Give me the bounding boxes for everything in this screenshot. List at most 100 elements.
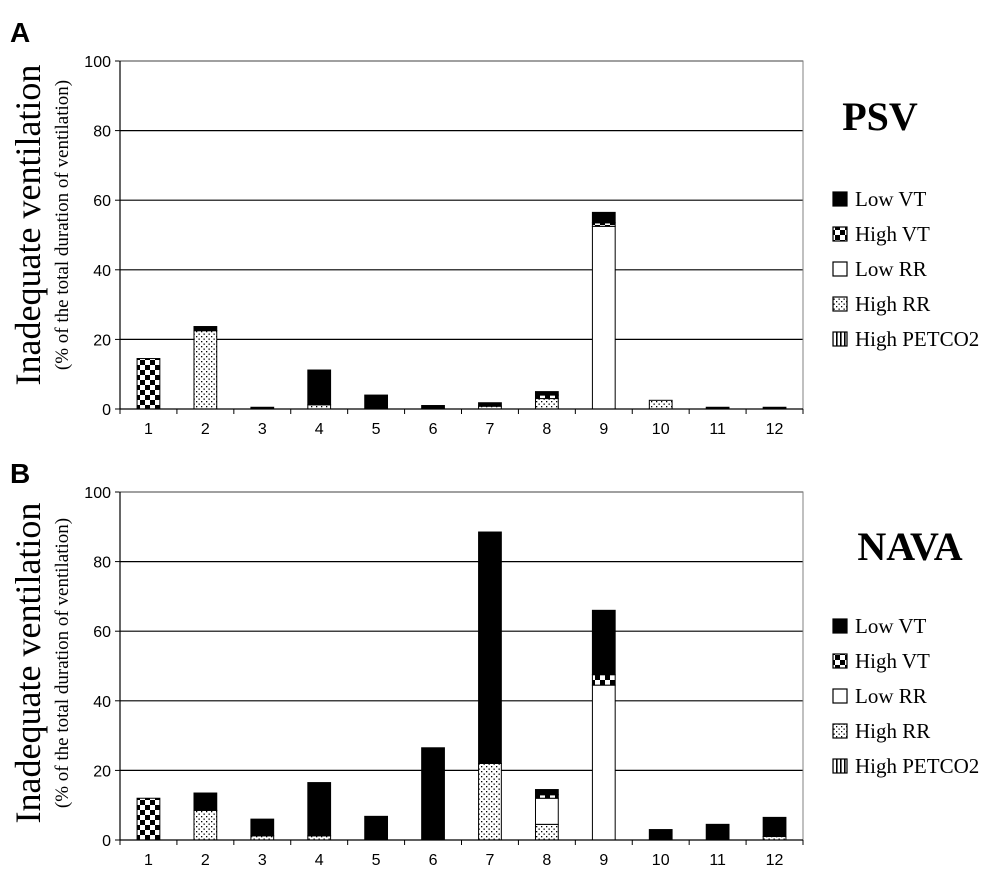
x-tick-label: 4 [315,852,324,869]
y-tick-label: 20 [93,332,111,349]
bar-segment-high-rr [648,399,673,410]
bar-segment-high-rr [307,835,332,841]
x-tick-label: 12 [766,421,784,438]
x-tick-label: 8 [542,421,551,438]
bar-segment-low-vt [534,789,559,796]
y-tick-label: 40 [93,263,111,280]
legend-swatch-low-rr [832,261,848,277]
bar-segment-low-rr [591,684,616,841]
legend-swatch-high-vt [832,653,848,669]
y-tick-label: 20 [93,763,111,780]
bar-segment-high-rr [534,823,559,841]
bar-segment-low-vt [421,747,445,841]
legend-a: Low VT High VT Low RR High RR High PETCO2 [832,187,979,351]
legend-swatch-low-vt [832,191,848,207]
bar-segment-high-rr [478,762,502,841]
bar-segment-low-vt [648,829,673,841]
y-ticks-a: 0 20 40 60 80 100 [84,54,111,419]
panel-letter-b: B [10,458,30,489]
y-tick-label: 100 [84,485,111,502]
grid-lines-a [120,60,803,340]
plot-frame [119,491,804,841]
y-axis-label-a: Inadequate ventilation (% of the total d… [8,65,73,386]
bar-segment-high-vt [591,674,616,686]
chart-title-psv: PSV [842,94,918,139]
x-tick-label: 7 [486,852,495,869]
bar-segment-high-vt [591,222,616,227]
legend-label: High VT [855,649,930,673]
x-tick-label: 11 [709,421,726,438]
legend-label: High PETCO2 [855,327,979,351]
x-tick-label: 5 [372,852,381,869]
legend-label: Low VT [855,614,927,638]
legend-swatch-low-rr [832,688,848,704]
grid-lines-b [120,491,803,772]
x-ticks-b: 1 2 3 4 5 6 7 8 9 10 11 12 [144,852,784,869]
legend-swatch-high-rr [832,723,848,739]
bar-segment-low-vt [591,609,616,676]
y-tick-label: 80 [93,124,111,141]
legend-swatch-high-rr [832,296,848,312]
bar-segment-low-vt [534,391,559,396]
x-tick-label: 3 [258,421,267,438]
y-tick-label: 0 [102,833,111,850]
x-tick-label: 8 [542,852,551,869]
bar-segment-low-vt [364,815,389,841]
bar-segment-low-vt [591,211,616,224]
x-tick-label: 7 [486,421,495,438]
y-tick-label: 100 [84,54,111,71]
bar-segment-high-vt [534,794,559,799]
bar-segment-high-vt [136,358,161,410]
bar-segment-high-rr [193,809,218,841]
axes-b [115,491,804,845]
x-tick-label: 2 [201,421,210,438]
bar-segment-high-rr [307,404,332,410]
bar-segment-low-vt [193,792,218,811]
chart-title-nava: NAVA [857,524,962,569]
x-tick-label: 6 [429,852,438,869]
x-tick-label: 1 [144,852,153,869]
panel-a: A PSV Inadequate ventilation (% of the t… [8,17,979,438]
bar-segment-low-vt [193,326,218,332]
legend-swatch-high-petco2 [832,758,848,774]
x-tick-label: 10 [652,852,670,869]
y-tick-label: 60 [93,193,111,210]
y-tick-label: 40 [93,694,111,711]
bar-segment-low-vt [307,369,332,406]
x-tick-label: 1 [144,421,153,438]
plot-frame [119,60,804,410]
x-tick-label: 12 [766,852,784,869]
bar-segment-low-vt [478,402,502,407]
y-axis-label-sub: (% of the total duration of ventilation) [52,80,73,370]
x-tick-label: 2 [201,852,210,869]
legend-label: Low VT [855,187,927,211]
axes-a [115,60,804,414]
y-axis-label-main: Inadequate ventilation [8,65,48,386]
bar-segment-high-vt [136,797,161,841]
legend-b: Low VT High VT Low RR High RR High PETCO2 [832,614,979,778]
bar-segment-high-rr [193,330,218,410]
y-ticks-b: 0 20 40 60 80 100 [84,485,111,850]
y-axis-label-b: Inadequate ventilation (% of the total d… [8,503,73,824]
y-tick-label: 60 [93,624,111,641]
y-tick-label: 80 [93,555,111,572]
x-tick-label: 10 [652,421,670,438]
legend-swatch-high-petco2 [832,331,848,347]
x-tick-label: 6 [429,421,438,438]
bar-segment-high-rr [250,835,275,841]
legend-label: Low RR [855,257,927,281]
x-tick-label: 9 [599,852,608,869]
panel-letter-a: A [10,17,30,48]
y-axis-label-sub: (% of the total duration of ventilation) [52,518,73,808]
bar-segment-low-vt [762,816,787,838]
bar-segment-low-vt [307,782,332,837]
bar-segment-low-vt [250,818,275,837]
bar-segment-low-vt [478,531,502,764]
x-tick-label: 9 [599,421,608,438]
y-axis-label-main: Inadequate ventilation [8,503,48,824]
legend-label: High RR [855,292,930,316]
legend-swatch-low-vt [832,618,848,634]
legend-label: High VT [855,222,930,246]
x-tick-label: 11 [709,852,726,869]
